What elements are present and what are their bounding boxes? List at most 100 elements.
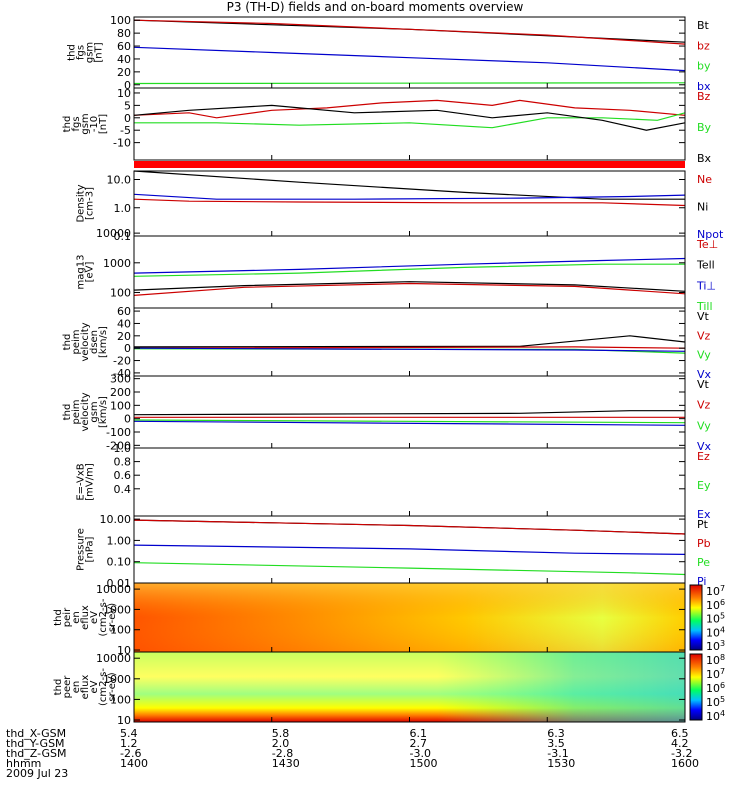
footer-row-label: 2009 Jul 23 xyxy=(6,767,68,780)
footer-value: 5.4 xyxy=(120,727,138,740)
ytick-label: 10000 xyxy=(96,227,131,240)
legend-Vy: Vy xyxy=(697,349,711,362)
legend-Tell: Tell xyxy=(696,259,715,272)
ylabel-line: [nPa] xyxy=(85,536,96,562)
footer-value: -3.1 xyxy=(547,747,568,760)
series-Vt xyxy=(133,335,686,348)
ylabel-line: peir xyxy=(62,607,73,627)
ytick-label: 1000 xyxy=(103,673,131,686)
legend-By: By xyxy=(697,121,712,134)
ytick-label: 0 xyxy=(124,112,131,125)
ylabel-line: gsm xyxy=(89,401,100,422)
ylabel-line: mag13 xyxy=(76,255,87,290)
ylabel-line: fgs xyxy=(71,116,82,131)
legend-Bx: Bx xyxy=(697,152,712,165)
footer-value: 2.0 xyxy=(272,737,290,750)
ytick-label: 5 xyxy=(124,99,131,112)
ylabel-line: sr-eV) xyxy=(107,672,118,701)
ytick-label: 0 xyxy=(124,413,131,426)
ylabel-line: eflux xyxy=(80,675,91,700)
legend-by: by xyxy=(697,60,711,73)
footer-value: 5.8 xyxy=(272,727,290,740)
legend-Till: Till xyxy=(696,300,713,313)
panel-7: Ez Ey Ex 1.00.80.60.4 E=-VxB[mV/m] xyxy=(76,442,711,521)
ytick-label: 10 xyxy=(117,87,131,100)
legend-Vt: Vt xyxy=(697,378,710,391)
ytick-label: 1000 xyxy=(103,603,131,616)
ylabel-line: [km/s] xyxy=(98,396,109,428)
ylabel-line: en xyxy=(71,611,82,624)
colorbar-label: 104 xyxy=(706,709,725,723)
ytick-label: 300 xyxy=(110,373,131,386)
series-Pi xyxy=(133,544,686,555)
ytick-label: 0.6 xyxy=(114,469,132,482)
series-Npot xyxy=(133,193,686,200)
legend-Vt: Vt xyxy=(697,310,710,323)
ytick-label: 0.10 xyxy=(107,556,132,569)
ytick-label: 100 xyxy=(110,624,131,637)
panel-frame xyxy=(133,375,686,449)
spectrogram-electron-shade xyxy=(134,652,685,722)
ytick-label: 10.00 xyxy=(100,513,132,526)
ylabel-line: [mV/m] xyxy=(85,463,96,501)
ylabel-line: thd xyxy=(62,116,73,133)
panel-3: Ne Ni Npot 10.0 1.0 0.1 Density[cm-3] xyxy=(76,170,724,243)
ylabel-line: eflux xyxy=(80,605,91,630)
legend-Pi: Pi xyxy=(697,575,706,588)
legend-Vz: Vz xyxy=(697,329,711,342)
legend-Vx: Vx xyxy=(697,368,712,381)
ytick-label: 0.8 xyxy=(114,456,132,469)
colorbar-label: 104 xyxy=(706,625,725,639)
series-bx xyxy=(133,46,686,72)
footer-value: 1530 xyxy=(547,757,575,770)
panel-frame xyxy=(133,235,686,309)
ylabel-line: thd xyxy=(53,679,64,696)
ytick-label: 60 xyxy=(117,40,131,53)
ylabel-line: peim xyxy=(71,329,82,354)
colorbar-scale xyxy=(689,653,703,721)
legend-Te⊥: Te⊥ xyxy=(696,238,718,251)
legend-Pe: Pe xyxy=(697,556,710,569)
colorbar-label: 103 xyxy=(706,639,725,653)
legend-Ex: Ex xyxy=(697,508,711,521)
ytick-label: 100 xyxy=(110,14,131,27)
series-By xyxy=(134,112,686,129)
footer-value: 6.5 xyxy=(671,727,689,740)
ylabel-line: peer xyxy=(62,675,73,699)
ytick-label: 10 xyxy=(117,644,131,657)
series-Tell xyxy=(133,281,686,292)
ytick-label: 20 xyxy=(117,66,131,79)
legend-Vx: Vx xyxy=(697,440,712,453)
footer-value: 6.1 xyxy=(410,727,428,740)
ylabel-line: E=-VxB xyxy=(76,463,87,500)
series-Ne xyxy=(133,198,686,207)
ylabel-line: gsm xyxy=(85,42,96,63)
ytick-label: 100 xyxy=(110,399,131,412)
footer-row-label: thd_Y-GSM xyxy=(6,737,65,750)
legend-Ne: Ne xyxy=(697,173,712,186)
ylabel-line: [nT] xyxy=(98,114,109,134)
footer-value: 1600 xyxy=(671,757,699,770)
ylabel-line: Pressure xyxy=(76,528,87,571)
series-Te⊥ xyxy=(133,282,686,296)
footer-value: -2.8 xyxy=(272,747,293,760)
colorbar-scale xyxy=(689,584,703,651)
ytick-label: -10 xyxy=(113,137,131,150)
ytick-label: 200 xyxy=(110,386,131,399)
colorbar-label: 106 xyxy=(706,598,725,612)
ytick-label: 60 xyxy=(117,305,131,318)
ylabel-line: gsm xyxy=(80,113,91,134)
legend-Pb: Pb xyxy=(697,537,711,550)
footer-value: 1400 xyxy=(120,757,148,770)
ytick-label: 1.00 xyxy=(107,534,132,547)
ylabel-line: dsen xyxy=(89,330,100,354)
series-Pe xyxy=(133,562,686,576)
panel-frame xyxy=(133,447,686,517)
legend-Bt: Bt xyxy=(697,19,710,32)
